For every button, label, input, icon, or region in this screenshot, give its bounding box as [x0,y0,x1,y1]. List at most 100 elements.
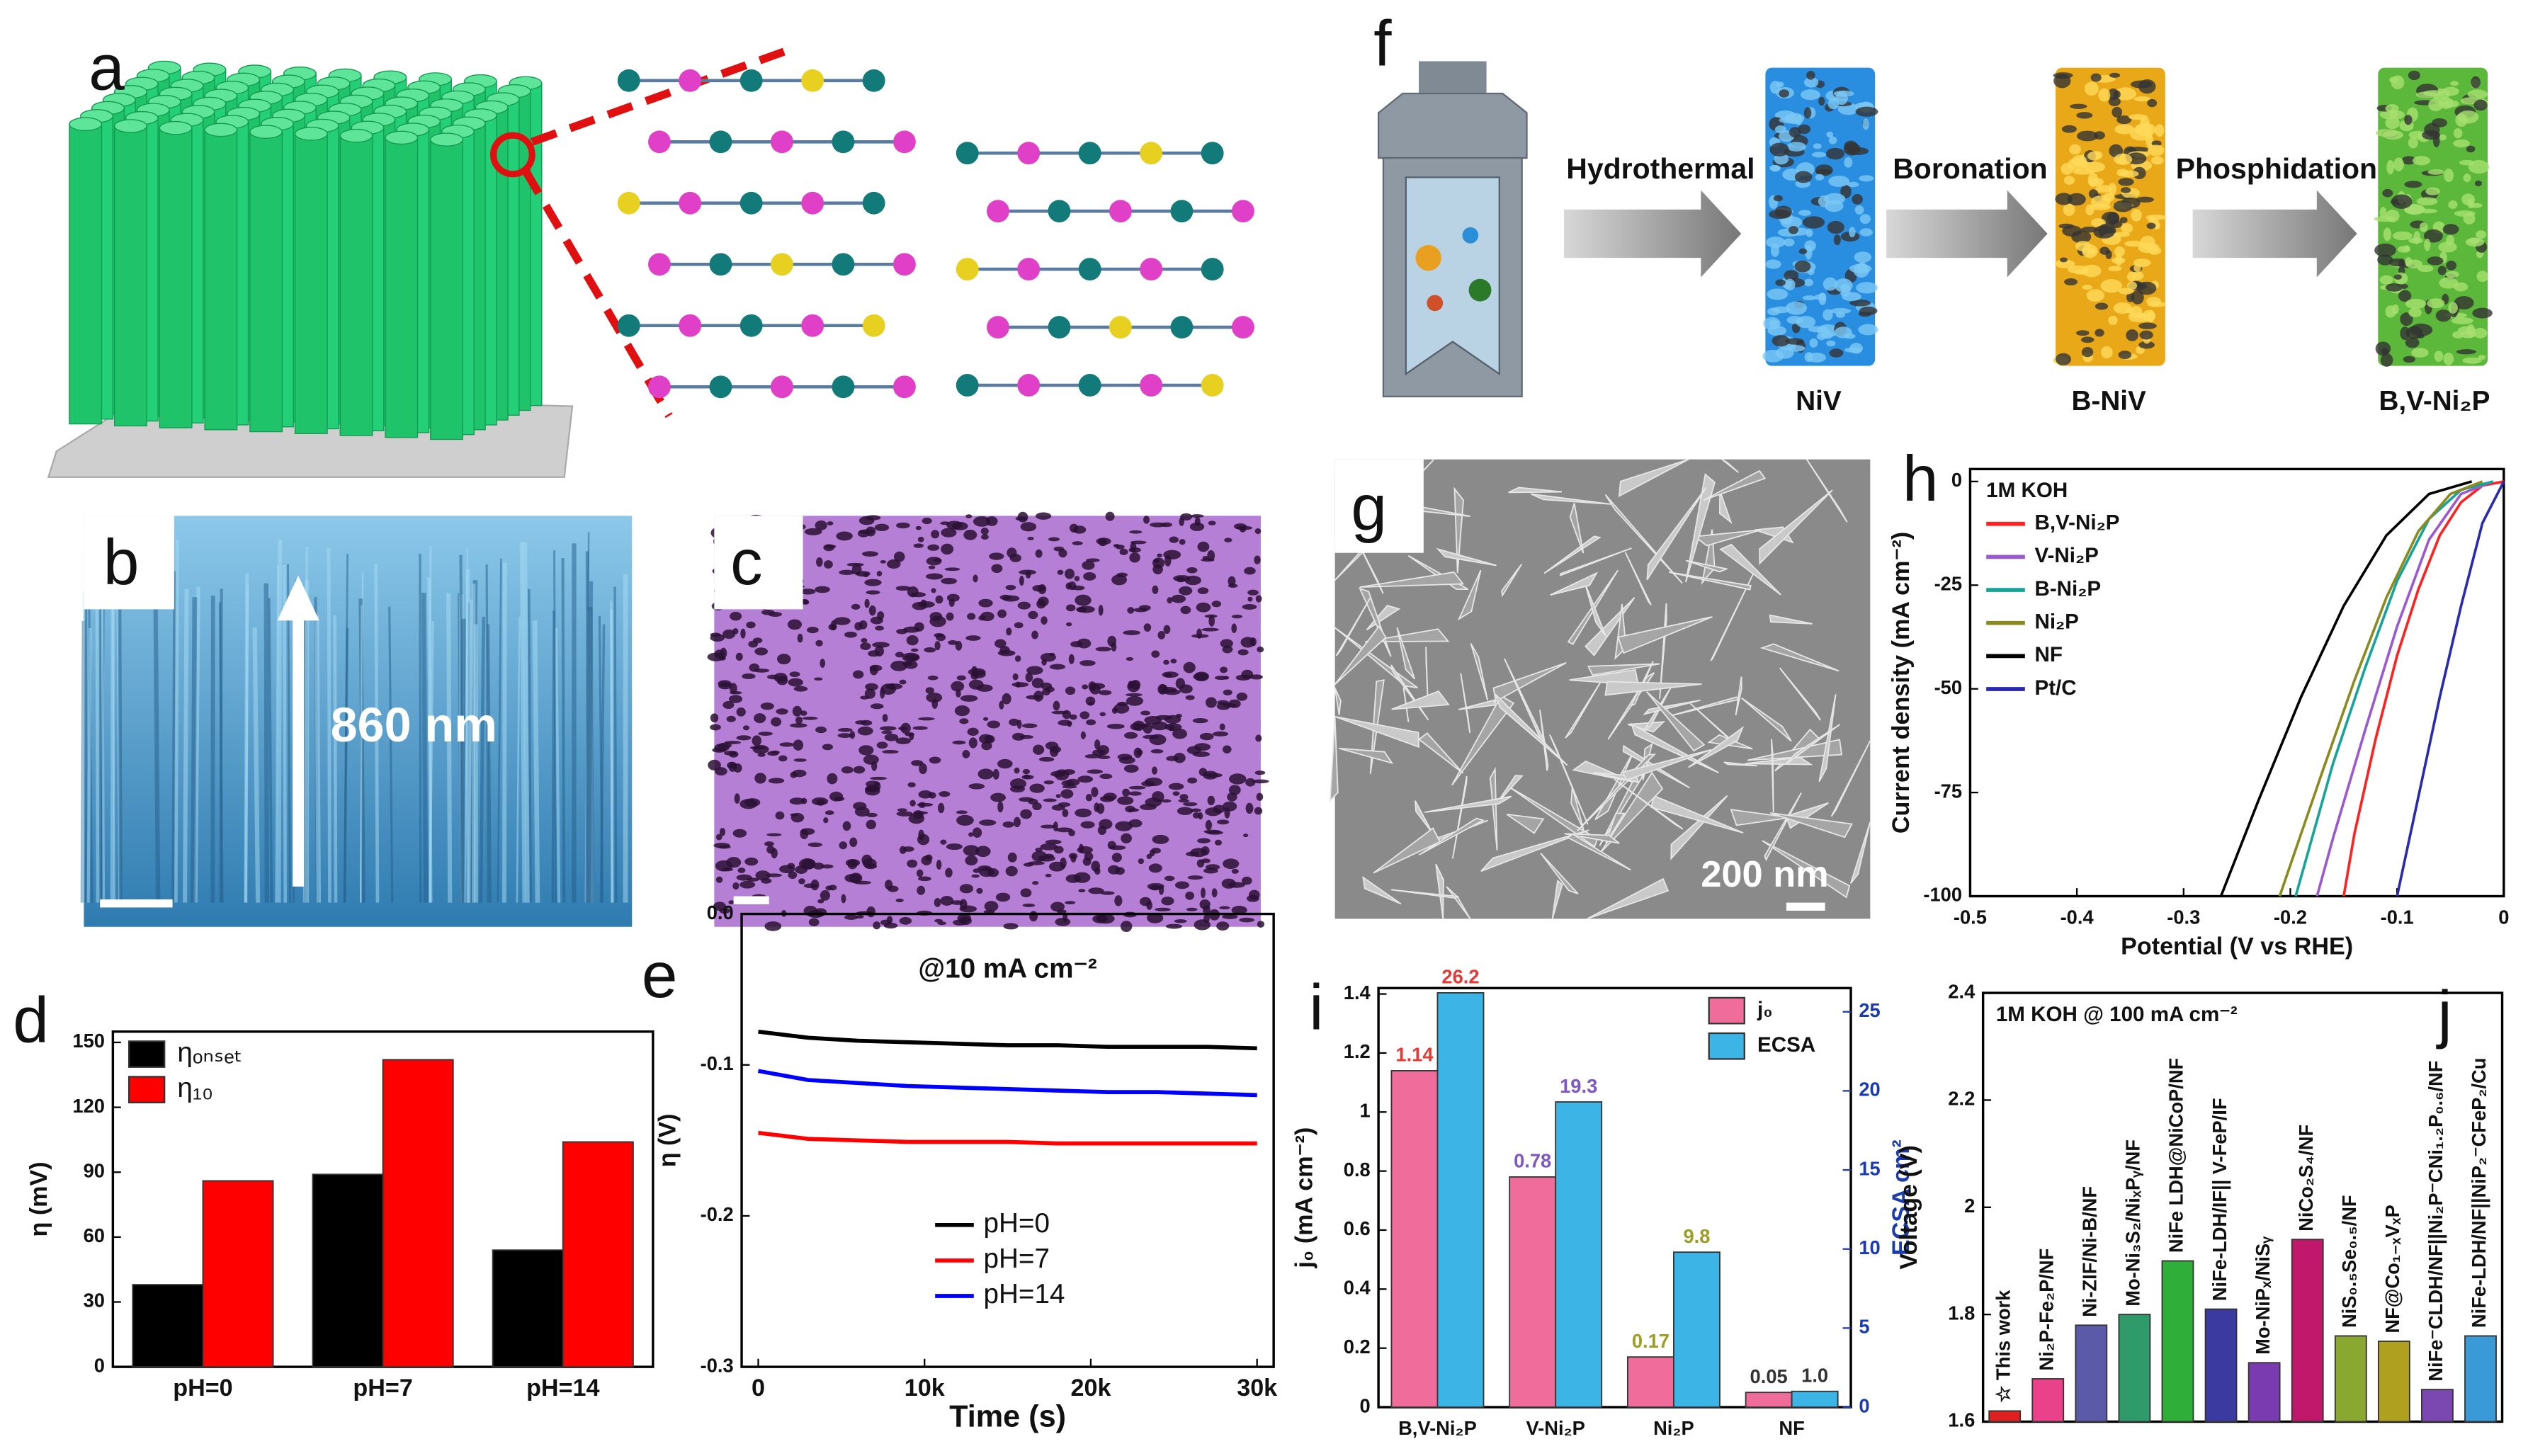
pore [941,528,957,538]
pore [913,543,924,548]
atom [739,69,763,92]
pore [910,648,919,652]
pore [857,726,873,736]
pore [766,833,782,837]
pore [965,635,981,641]
pore [1223,676,1230,680]
flake [1859,214,1871,224]
pore [1082,684,1089,690]
pore [1126,656,1134,661]
flake [2082,264,2102,278]
flake [1859,228,1874,237]
flake [1786,142,1806,152]
nanorod [339,135,373,436]
flake [2064,278,2078,286]
pore [1027,537,1034,540]
atom [1109,316,1132,339]
atom [709,375,732,399]
pore [1246,894,1259,902]
pore [1219,906,1230,910]
flake [2473,328,2488,339]
legend-label: Pt/C [2034,676,2076,700]
pore [1083,572,1096,581]
pore [1169,536,1179,543]
x-tick-label: pH=7 [353,1375,412,1401]
pore [1171,594,1186,603]
flake [1849,227,1856,238]
flake [2451,317,2473,324]
flake [2458,326,2476,335]
atom [1017,258,1041,281]
nanosheet [1779,667,1821,721]
pore [804,528,822,535]
annotation: 1M KOH @ 100 mA cm⁻² [1996,1003,2238,1026]
bar [1791,1390,1839,1408]
pore [1163,659,1169,665]
flake [2126,292,2135,302]
pore [1079,711,1090,720]
atom [801,69,824,92]
flake [2403,356,2415,363]
pore [1128,791,1142,796]
pore [991,564,1003,574]
pore [1205,773,1223,778]
pore [1117,796,1134,805]
pore [1220,666,1228,673]
nanosheet [1618,458,1689,498]
nanosheet [1492,662,1567,703]
y-tick-label: 30 [84,1290,105,1312]
flake [1765,259,1781,269]
pore [1123,630,1140,635]
panel-label: b [103,527,140,598]
streak [588,607,594,903]
flake [2114,154,2133,166]
nanosheet [1458,699,1498,710]
bar [2204,1308,2238,1423]
pore [849,837,858,848]
flake [2148,144,2165,157]
flake [1774,205,1792,218]
x-tick-label: 0 [752,1375,765,1401]
flake [2418,265,2434,273]
pore [940,839,947,845]
pore [1167,597,1173,604]
pore [736,707,746,717]
pore [852,670,864,679]
pore [1094,739,1101,750]
pore [917,885,926,895]
flake [2463,174,2471,183]
flake [2055,353,2071,365]
pore [1077,775,1094,783]
pore [937,921,947,926]
pore [736,735,752,741]
atom [987,200,1009,223]
nanosheet [1721,458,1739,473]
nanorod-top [249,125,283,139]
flake [2467,89,2488,99]
pore [918,802,926,809]
pore [837,733,853,738]
nanosheet [1508,786,1599,848]
pore [1099,773,1113,780]
pore [798,858,816,870]
pore [1231,614,1242,619]
pore [1025,672,1033,683]
pore [919,763,927,775]
pore [1036,599,1046,609]
atom [1017,374,1041,397]
nanosheet [1643,699,1701,715]
flake [2424,123,2440,137]
pore [860,720,873,726]
pore [917,601,935,608]
pore [895,586,911,591]
pore [866,906,875,918]
pore [973,574,978,583]
atom [1231,200,1254,223]
pore [817,899,824,904]
pore [1255,734,1262,742]
pore [1082,560,1095,570]
category-label: Mo-NiPₓ/NiSᵧ [2252,1236,2274,1355]
legend-label: Ni₂P [2034,610,2078,634]
nanosheet [1470,642,1489,701]
flake [2438,134,2447,141]
